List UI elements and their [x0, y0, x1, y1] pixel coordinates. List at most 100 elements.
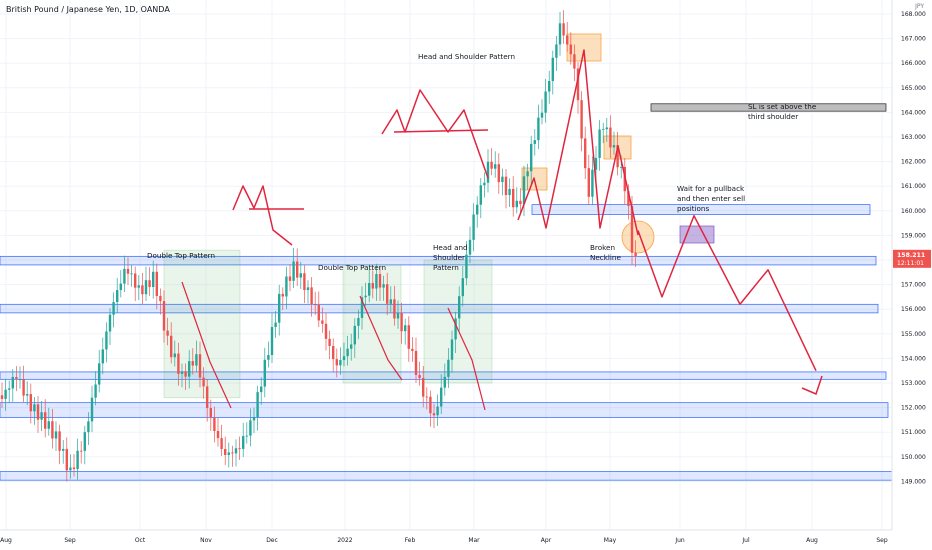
candle-body [8, 388, 11, 390]
candle-body [436, 406, 439, 416]
time-tick-label: Mar [468, 537, 480, 544]
head-shoulder-trace [447, 307, 486, 411]
candle-body [404, 325, 407, 332]
price-tick-label: 167.000 [901, 36, 926, 43]
price-tick-label: 149.000 [901, 478, 926, 485]
pattern-box [163, 249, 241, 399]
price-tick-label: 161.000 [901, 183, 926, 190]
candle-body [522, 176, 526, 205]
candle-body [159, 295, 162, 302]
candle-body [429, 396, 432, 414]
candle-body [65, 448, 68, 471]
candle-body [11, 376, 14, 389]
candle-body [184, 371, 187, 377]
candle-body [242, 436, 245, 449]
candle-body [148, 280, 151, 288]
candle-body [245, 435, 248, 437]
candle-body [576, 68, 580, 101]
time-tick-label: Apr [541, 537, 552, 544]
time-tick-label: Feb [405, 537, 416, 544]
candle-body [62, 448, 65, 451]
candle-body [584, 138, 587, 169]
candle-body [537, 117, 540, 141]
price-tick-label: 156.000 [901, 306, 926, 313]
price-tick-label: 157.000 [901, 282, 926, 289]
candle-body [598, 129, 601, 158]
candle-body [508, 188, 511, 196]
candle-body [400, 312, 403, 332]
label-broken-line2: Neckline [590, 253, 621, 262]
horizontal-zone [0, 371, 887, 380]
candle-body [544, 91, 547, 113]
candle-body [454, 318, 457, 340]
candle-body [573, 54, 576, 69]
candle-body [72, 467, 76, 470]
candle-body [432, 413, 436, 416]
candle-body [368, 283, 371, 296]
candle-body [285, 276, 288, 297]
candle-body [396, 312, 400, 319]
candle-body [360, 297, 364, 318]
candle-body [594, 157, 598, 170]
currency-label: JPY [915, 3, 924, 10]
horizontal-zone [0, 303, 879, 314]
candle-body [152, 271, 155, 288]
candle-body [119, 283, 122, 291]
candle-body [47, 421, 50, 429]
candle-body [494, 164, 497, 169]
candle-body [249, 420, 252, 436]
candle-body [350, 344, 353, 349]
candle-body [389, 299, 392, 304]
price-axis[interactable]: 149.000 150.000 151.000 152.000 153.000 154.0… [891, 0, 932, 550]
price-tick-label: 151.000 [901, 429, 926, 436]
time-tick-label: Sep [876, 537, 888, 544]
symbol-title: British Pound / Japanese Yen, 1D, OANDA [6, 5, 170, 14]
neckline-break-highlight [621, 220, 655, 254]
price-tick-label: 150.000 [901, 454, 926, 461]
candle-body [296, 261, 299, 278]
candle-body [116, 290, 119, 303]
candle-body [314, 304, 317, 306]
candle-body [335, 359, 338, 366]
candle-body [108, 314, 112, 332]
candle-body [346, 348, 349, 357]
candle-body [224, 449, 227, 455]
candle-body [252, 417, 256, 421]
candle-body [191, 361, 194, 366]
time-tick-label: Sep [64, 537, 76, 544]
label-head-shoulder-line3: Pattern [433, 263, 459, 272]
candle-body [468, 239, 472, 255]
candle-body [206, 386, 209, 409]
candle-body [461, 278, 464, 297]
candle-body [501, 176, 504, 183]
time-axis[interactable]: Aug Sep Oct Nov Dec 2022 Feb Mar Apr May Jun Jul Aug… [0, 529, 892, 544]
label-stop-loss-line2: third shoulder [748, 112, 798, 121]
pattern-drawings [181, 49, 823, 411]
candle-body [134, 273, 137, 288]
candle-body [288, 276, 292, 281]
candle-body [0, 395, 4, 399]
candle-body [414, 350, 418, 375]
candle-body [256, 392, 259, 418]
candle-body [411, 348, 414, 351]
candle-body [195, 354, 198, 366]
candle-body [173, 353, 176, 358]
label-head-shoulder-line1: Head and [433, 243, 468, 252]
candlestick-series [0, 10, 637, 482]
candle-body [101, 349, 104, 364]
candle-body [450, 339, 454, 360]
candle-body [382, 284, 385, 288]
candle-body [533, 140, 536, 144]
time-tick-label: Jun [674, 537, 685, 544]
candle-body [357, 317, 360, 326]
candle-body [378, 274, 382, 288]
candle-body [602, 129, 605, 130]
candle-body [551, 57, 554, 82]
candle-body [270, 326, 274, 356]
candle-body [458, 296, 461, 319]
candle-body [213, 417, 216, 431]
double-top-trace-1 [181, 281, 232, 409]
candle-body [630, 205, 634, 253]
last-price-label: 158.211 [897, 252, 925, 259]
